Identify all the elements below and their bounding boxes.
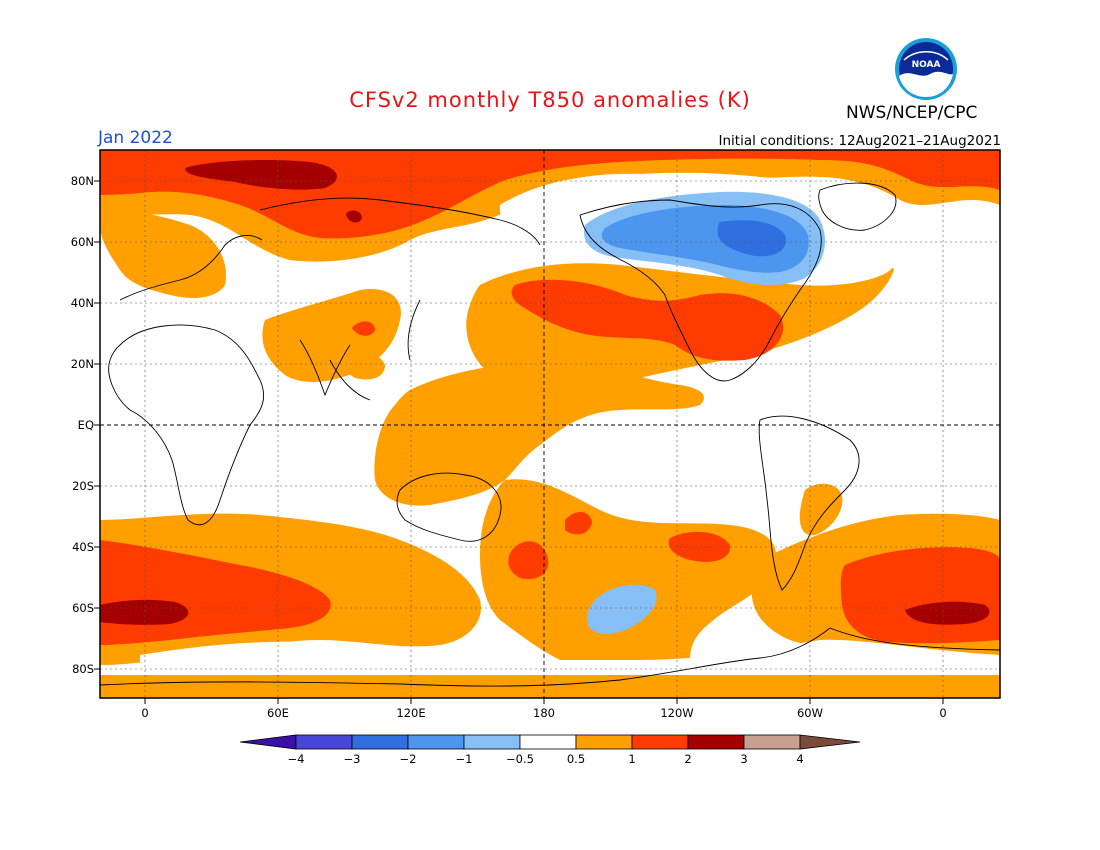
- lat-lon-grid: [100, 150, 1000, 698]
- colorbar: [239, 734, 861, 750]
- colorbar-label-4: 4: [796, 752, 804, 766]
- southern-dark-red-west: [100, 599, 189, 625]
- dark-red-blob-siberia: [346, 210, 362, 223]
- colorbar-cell-9: [743, 734, 801, 750]
- coastline-asia: [259, 197, 541, 401]
- axis-ticks: [94, 180, 944, 704]
- colorbar-cell-lt-4: [239, 734, 297, 750]
- colorbar-label-neg3: −3: [343, 752, 361, 766]
- colorbar-label-neg4: −4: [287, 752, 305, 766]
- lat-label-20s: 20S: [72, 479, 94, 493]
- lon-label-0-west: 0: [141, 706, 149, 720]
- agency-label: NWS/NCEP/CPC: [846, 103, 978, 123]
- asia-red-blob: [352, 321, 375, 336]
- colorbar-cell-6: [575, 734, 633, 750]
- lat-label-80s: 80S: [72, 662, 94, 676]
- colorbar-label-05: 0.5: [566, 752, 586, 766]
- noaa-logo: [895, 38, 957, 100]
- coastline-south-america: [758, 415, 860, 591]
- lon-label-120w: 120W: [660, 706, 694, 720]
- coastline-north-america: [579, 199, 822, 382]
- colorbar-label-neg1: −1: [455, 752, 473, 766]
- colorbar-cell-3: [407, 734, 465, 750]
- tropical-warm-band: [374, 359, 704, 506]
- colorbar-label-3: 3: [740, 752, 748, 766]
- colorbar-cell-2: [351, 734, 409, 750]
- colorbar-label-neg2: −2: [399, 752, 417, 766]
- coastline-europe: [119, 234, 263, 301]
- initial-conditions: Initial conditions: 12Aug2021–21Aug2021: [718, 133, 1001, 149]
- coastline-greenland: [818, 182, 897, 231]
- page-title: CFSv2 monthly T850 anomalies (K): [349, 88, 751, 112]
- lat-label-60s: 60S: [72, 601, 94, 615]
- colorbar-cell-gt-4: [799, 734, 861, 750]
- south-america-warm: [799, 483, 843, 536]
- lat-label-eq: EQ: [77, 418, 94, 432]
- colorbar-label-2: 2: [684, 752, 692, 766]
- equator-dateline: [100, 150, 1000, 698]
- east-asia-warm: [343, 353, 385, 380]
- arctic-dark-red-patch: [185, 160, 337, 190]
- south-pacific-warm: [480, 479, 776, 660]
- tasman-red-blob-2: [565, 511, 592, 535]
- north-pacific-red: [511, 279, 784, 361]
- colorbar-cell-1: [295, 734, 353, 750]
- lon-label-0-east: 0: [939, 706, 947, 720]
- antarctic-white-strip: [140, 639, 1000, 675]
- antarctic-warm-strip: [100, 675, 1000, 698]
- colorbar-cell-8: [687, 734, 745, 750]
- lat-label-60n: 60N: [70, 235, 94, 249]
- coastline-antarctica: [100, 627, 1000, 687]
- lon-label-60w: 60W: [796, 706, 823, 720]
- coastline-australia: [396, 472, 502, 542]
- lat-label-80n: 80N: [70, 174, 94, 188]
- map-frame: [99, 149, 1001, 699]
- anomaly-field: [100, 150, 1000, 698]
- colorbar-cell-5: [519, 734, 577, 750]
- lon-label-60e: 60E: [267, 706, 289, 720]
- colorbar-label-neg05: −0.5: [506, 752, 534, 766]
- southern-ocean-red-east: [840, 547, 1000, 644]
- colorbar-cell-4: [463, 734, 521, 750]
- valid-month: Jan 2022: [98, 128, 173, 148]
- south-pacific-red-blob: [668, 531, 731, 562]
- south-pacific-blue-blob: [586, 584, 657, 634]
- colorbar-cell-7: [631, 734, 689, 750]
- canada-cold-core: [717, 220, 786, 257]
- coastline-india: [299, 339, 351, 397]
- lon-label-180: 180: [533, 706, 555, 720]
- colorbar-label-1: 1: [628, 752, 636, 766]
- coastline-africa: [108, 324, 264, 526]
- noaa-logo-text: NOAA: [911, 60, 941, 70]
- lat-label-40n: 40N: [70, 296, 94, 310]
- lat-label-20n: 20N: [70, 357, 94, 371]
- southern-dark-red-east: [905, 601, 990, 625]
- tasman-red-blob: [508, 541, 549, 580]
- coastlines: [100, 182, 1000, 687]
- lat-label-40s: 40S: [72, 540, 94, 554]
- lon-label-120e: 120E: [396, 706, 426, 720]
